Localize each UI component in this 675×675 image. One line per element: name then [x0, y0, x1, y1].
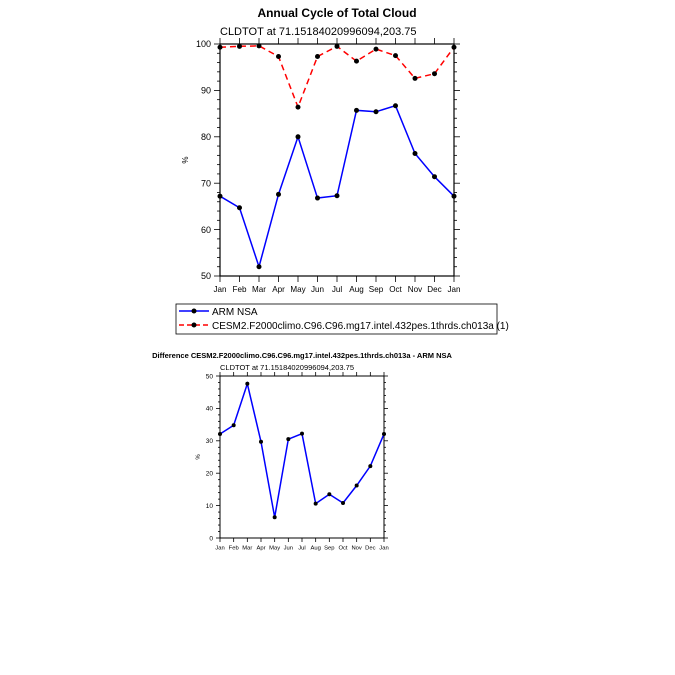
- series-0-point: [393, 103, 398, 109]
- x-tick-label: Apr: [256, 546, 265, 552]
- series-1-point: [315, 54, 320, 60]
- y-tick-label: 100: [196, 39, 211, 49]
- series-0-point: [245, 381, 250, 386]
- series-1-point: [393, 53, 398, 59]
- series-line-1: [219, 45, 455, 110]
- y-tick-label: 80: [201, 132, 211, 142]
- series-0-point: [231, 423, 236, 428]
- chart1-subtitle: CLDTOT at 71.15184020996094,203.75: [220, 26, 417, 38]
- series-0-point: [334, 193, 340, 199]
- x-tick-label: Dec: [365, 546, 375, 552]
- y-tick-label: 40: [206, 406, 214, 413]
- chart2-ylabel: %: [196, 454, 202, 460]
- y-tick-label: 0: [209, 535, 213, 542]
- series-0-point: [313, 501, 318, 506]
- x-tick-label: Mar: [252, 285, 266, 294]
- series-0-point: [373, 109, 379, 115]
- legend-marker-arm: [191, 308, 197, 314]
- chart2-title: Difference CESM2.F2000climo.C96.C96.mg17…: [152, 351, 452, 360]
- x-tick-label: Dec: [427, 285, 441, 294]
- x-tick-label: Oct: [338, 546, 347, 552]
- x-tick-label: Apr: [272, 285, 285, 294]
- x-tick-label: Jan: [379, 546, 388, 552]
- y-tick-label: 20: [206, 470, 214, 477]
- x-tick-label: Sep: [369, 285, 384, 294]
- annual-cycle-chart: Annual Cycle of Total Cloud CLDTOT at 71…: [175, 6, 509, 335]
- series-line-0: [219, 381, 385, 518]
- series-line-0: [219, 104, 455, 270]
- y-tick-label: 50: [206, 373, 214, 380]
- legend-label-cesm: CESM2.F2000climo.C96.C96.mg17.intel.432p…: [212, 321, 509, 332]
- difference-chart: Difference CESM2.F2000climo.C96.C96.mg17…: [152, 351, 452, 552]
- series-0-point: [217, 193, 223, 199]
- x-tick-label: Jan: [447, 285, 460, 294]
- series-0-point: [327, 492, 332, 497]
- legend-box: [175, 303, 498, 335]
- y-tick-label: 60: [201, 225, 211, 235]
- chart1-plot-frame: [219, 43, 455, 277]
- x-tick-label: Sep: [324, 546, 334, 552]
- series-1-point: [451, 44, 457, 50]
- y-tick-label: 30: [206, 438, 214, 445]
- series-0-point: [272, 515, 277, 520]
- series-0-point: [451, 193, 457, 199]
- series-0-point: [354, 483, 359, 488]
- x-tick-label: Feb: [233, 285, 247, 294]
- series-0-point: [286, 437, 291, 442]
- x-tick-label: Nov: [351, 546, 361, 552]
- x-tick-label: Jul: [332, 285, 343, 294]
- series-1-point: [295, 104, 301, 110]
- series-1-point: [256, 43, 262, 49]
- series-0-point: [368, 464, 373, 469]
- series-0-point: [237, 205, 242, 211]
- series-0-point: [256, 264, 262, 270]
- series-1-point: [237, 43, 242, 49]
- y-tick-label: 50: [201, 271, 211, 281]
- series-0-point: [382, 431, 386, 436]
- chart1-legend: ARM NSA CESM2.F2000climo.C96.C96.mg17.in…: [175, 303, 509, 335]
- series-1-point: [354, 58, 359, 64]
- series-0-point: [354, 107, 359, 113]
- series-0-point: [341, 501, 345, 506]
- x-tick-label: Jun: [284, 546, 293, 552]
- series-0-point: [295, 134, 301, 140]
- series-1-point: [334, 43, 340, 49]
- legend-label-arm: ARM NSA: [212, 307, 258, 318]
- x-tick-label: Jan: [215, 546, 224, 552]
- chart1-title: Annual Cycle of Total Cloud: [257, 6, 416, 20]
- series-0-point: [300, 431, 304, 436]
- x-tick-label: Jan: [213, 285, 226, 294]
- series-0-point: [259, 439, 263, 444]
- legend-marker-cesm: [191, 322, 197, 328]
- y-tick-label: 70: [201, 178, 211, 188]
- x-tick-label: May: [290, 285, 306, 294]
- y-tick-label: 10: [206, 503, 214, 510]
- series-1-point: [432, 71, 437, 77]
- x-tick-label: May: [269, 546, 280, 552]
- series-1-point: [412, 75, 418, 81]
- series-0-point: [432, 174, 437, 180]
- chart1-ylabel: %: [181, 156, 190, 163]
- series-1-point: [276, 54, 281, 60]
- y-tick-label: 90: [201, 86, 211, 96]
- x-tick-label: Aug: [310, 546, 320, 552]
- series-0-point: [218, 431, 222, 436]
- x-tick-label: Mar: [242, 546, 252, 552]
- series-0-point: [315, 195, 320, 201]
- series-0-point: [276, 191, 281, 197]
- series-0-point: [412, 151, 418, 157]
- chart2-subtitle: CLDTOT at 71.15184020996094,203.75: [220, 363, 354, 372]
- x-tick-label: Jul: [298, 546, 305, 552]
- x-tick-label: Feb: [229, 546, 239, 552]
- x-tick-label: Nov: [408, 285, 423, 294]
- x-tick-label: Oct: [389, 285, 402, 294]
- x-tick-label: Jun: [311, 285, 324, 294]
- series-1-point: [217, 44, 223, 50]
- x-tick-label: Aug: [349, 285, 363, 294]
- chart2-plot-frame: [219, 375, 385, 539]
- series-1-point: [373, 46, 379, 52]
